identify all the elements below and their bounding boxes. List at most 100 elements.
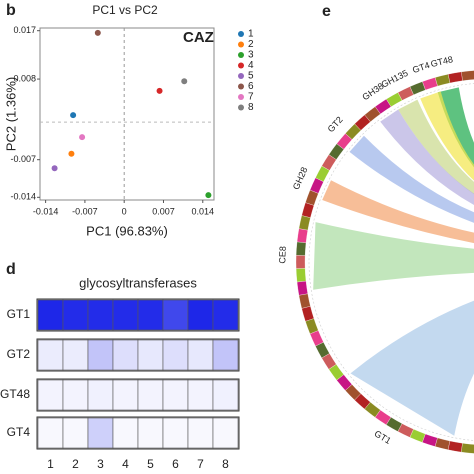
point xyxy=(156,87,163,94)
heatmap-panel: d glycosyltransferases GT1 GT2 GT48 GT4 1 2 3 4 5 6… xyxy=(0,261,240,471)
heat-cell xyxy=(37,379,64,411)
x-tick-label: 0.014 xyxy=(192,206,215,216)
legend-label: 1 xyxy=(248,29,254,40)
ring-segment xyxy=(296,280,308,296)
heat-cell xyxy=(212,379,239,411)
group-label: GT48 xyxy=(430,54,454,69)
heat-cell xyxy=(137,417,164,449)
legend-label: 7 xyxy=(248,92,254,103)
y-tick-label: -0.007 xyxy=(10,154,36,164)
panel-letter: e xyxy=(322,3,331,20)
point xyxy=(68,150,75,157)
x-tick-label: -0.007 xyxy=(72,206,98,216)
heat-cell xyxy=(112,417,139,449)
x-tick-label: -0.014 xyxy=(33,206,59,216)
heat-cell xyxy=(212,417,239,449)
heat-cell xyxy=(112,339,139,371)
heat-cell xyxy=(112,299,139,331)
point xyxy=(205,192,212,199)
heat-cell xyxy=(62,417,89,449)
heat-cell xyxy=(137,379,164,411)
column-label: 1 xyxy=(47,457,54,471)
heat-cell xyxy=(162,417,189,449)
row-frame xyxy=(36,378,240,412)
legend-label: 4 xyxy=(248,60,254,71)
point xyxy=(51,165,58,172)
chord-ribbon xyxy=(437,87,474,168)
legend-label: 6 xyxy=(248,81,254,92)
ring-segment xyxy=(301,202,315,218)
column-label: 7 xyxy=(197,457,204,471)
heat-cell xyxy=(187,339,214,371)
column-label: 5 xyxy=(147,457,154,471)
row-frame xyxy=(36,298,240,332)
scatter-panel: b PC1 vs PC2 -0.014 -0.007 0 0.007 0.014 -0.014… xyxy=(3,2,254,238)
point xyxy=(70,112,77,119)
heat-cell xyxy=(212,339,239,371)
row-label: GT1 xyxy=(7,307,31,321)
heat-cell xyxy=(187,379,214,411)
legend-label: 8 xyxy=(248,102,254,113)
legend-marker xyxy=(238,104,244,111)
ring-segment xyxy=(461,443,474,454)
heat-cell xyxy=(137,339,164,371)
legend-label: 5 xyxy=(248,71,254,82)
row-label: GT2 xyxy=(7,347,31,361)
chord-ribbon xyxy=(322,180,474,244)
y-tick-label: 0.017 xyxy=(13,25,36,35)
heat-cell xyxy=(37,339,64,371)
plot-frame xyxy=(39,27,215,201)
heat-cell xyxy=(187,417,214,449)
legend-label: 2 xyxy=(248,39,254,50)
legend-marker xyxy=(238,83,244,90)
heat-cell xyxy=(162,339,189,371)
ring-segment xyxy=(422,433,438,447)
ring-segment xyxy=(447,71,463,84)
y-tick-label: 0.008 xyxy=(13,73,36,83)
group-label: GH135 xyxy=(380,68,410,90)
ring-segment xyxy=(298,215,311,231)
x-tick-label: 0 xyxy=(122,206,127,216)
heat-cell xyxy=(62,299,89,331)
chord-ribbon xyxy=(380,109,474,205)
chord-ribbon xyxy=(313,222,474,290)
column-label: 8 xyxy=(222,457,229,471)
ring-segment xyxy=(434,437,451,450)
row-label: GT4 xyxy=(7,425,31,439)
column-label: 4 xyxy=(122,457,129,471)
column-label: 3 xyxy=(97,457,104,471)
ring-segment xyxy=(295,255,306,269)
heat-cell xyxy=(87,299,114,331)
ring-segment xyxy=(296,228,308,244)
heat-cell xyxy=(187,299,214,331)
group-label: GT1 xyxy=(373,428,393,446)
panel-letter: b xyxy=(6,2,16,19)
group-label: GT4 xyxy=(411,60,431,75)
panel-letter: d xyxy=(6,261,16,278)
column-label: 2 xyxy=(72,457,79,471)
chart-title: glycosyltransferases xyxy=(79,275,197,290)
chord-ribbon xyxy=(350,300,474,436)
heat-cell xyxy=(62,379,89,411)
chord-ribbon xyxy=(420,91,474,181)
point xyxy=(181,78,188,85)
y-tick-label: -0.014 xyxy=(10,192,36,202)
ring-segment xyxy=(295,241,307,256)
heat-cell xyxy=(162,299,189,331)
legend-marker xyxy=(238,73,244,79)
ring-segment xyxy=(447,440,463,453)
annotation: CAZ xyxy=(183,29,214,46)
heat-cell xyxy=(37,417,64,449)
ring-segment xyxy=(295,268,307,283)
group-label: GH28 xyxy=(291,166,310,192)
heat-cell xyxy=(62,339,89,371)
chart-title: PC1 vs PC2 xyxy=(92,3,158,17)
group-label: GH38 xyxy=(360,81,385,102)
legend-marker xyxy=(238,52,244,58)
x-tick-label: 0.007 xyxy=(152,206,175,216)
legend-label: 3 xyxy=(248,50,254,61)
heat-cell xyxy=(37,299,64,331)
heat-cell xyxy=(87,379,114,411)
heat-cell xyxy=(87,339,114,371)
